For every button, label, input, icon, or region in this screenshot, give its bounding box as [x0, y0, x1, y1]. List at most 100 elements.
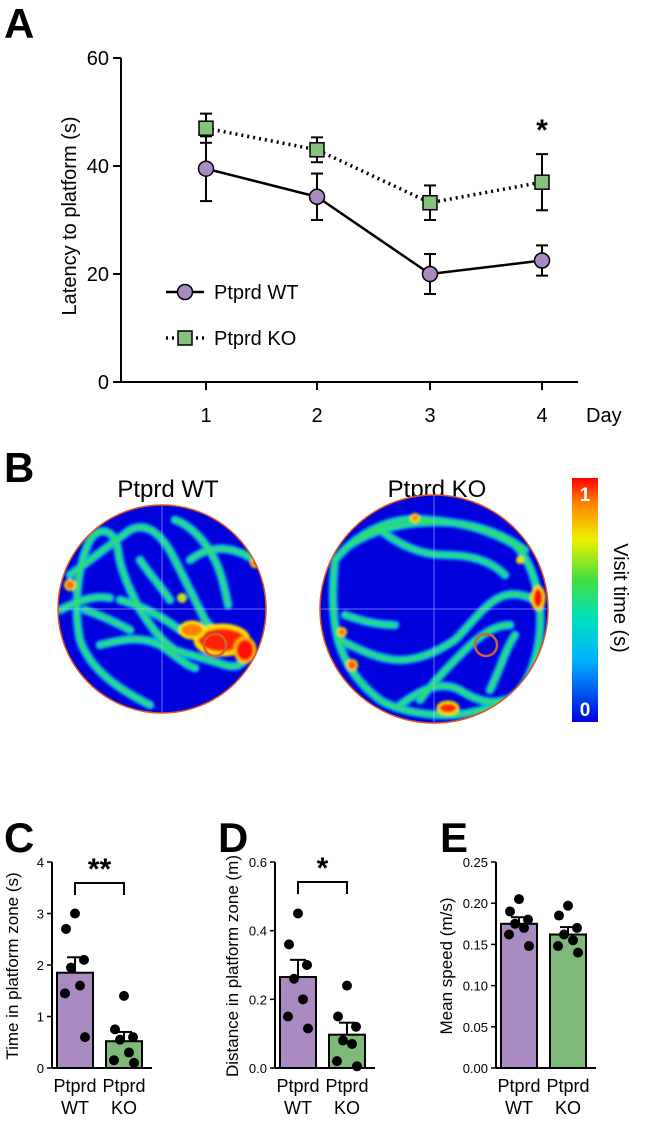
- colorbar: 1 0 Visit time (s): [572, 478, 631, 722]
- a-data-point-ko: [309, 142, 325, 158]
- d-y-axis-title: Distance in platform zone (m): [223, 855, 242, 1077]
- c-bar-wt: [56, 971, 94, 1069]
- e-data-point-wt: [524, 941, 534, 952]
- colorbar-gradient: [572, 478, 598, 722]
- a-x-tick-label: 2: [311, 405, 322, 427]
- platform-marker-ko: [473, 632, 499, 658]
- c-y-tick-label: 1: [37, 1010, 44, 1025]
- d-significance-bracket: [297, 881, 348, 894]
- a-data-point-wt: [421, 265, 439, 283]
- e-data-point-ko: [572, 922, 582, 933]
- panel-label-b: B: [4, 444, 34, 491]
- legend-ko-label: Ptprd KO: [214, 328, 296, 350]
- d-x-label-line1: Ptprd: [325, 1076, 368, 1096]
- e-y-tick-label: 0.25: [463, 855, 488, 870]
- c-data-point-wt: [80, 1032, 90, 1043]
- a-data-point-ko: [422, 194, 438, 211]
- c-y-tick-label: 3: [37, 907, 44, 922]
- c-data-point-ko: [119, 990, 129, 1001]
- e-data-point-ko: [553, 941, 563, 952]
- d-significance-label: *: [317, 852, 329, 885]
- e-x-label-line1: Ptprd: [546, 1076, 589, 1096]
- e-x-label-line1: Ptprd: [497, 1076, 540, 1096]
- panel-e-bar-chart: 0.00 0.05 0.10 0.15 0.20 0.25 Mean speed (m/s)…: [437, 855, 596, 1118]
- d-x-label-line1: Ptprd: [276, 1076, 319, 1096]
- d-data-point-wt: [293, 908, 303, 919]
- b-title-wt: Ptprd WT: [117, 476, 219, 503]
- d-data-point-wt: [289, 973, 299, 984]
- e-data-point-ko: [559, 929, 569, 940]
- d-x-label-line2: KO: [334, 1098, 360, 1118]
- heatmap-arena-wt: [57, 504, 267, 714]
- panel-label-d: D: [218, 814, 248, 861]
- c-data-point-wt: [60, 988, 70, 999]
- a-x-tick-label: 3: [424, 405, 435, 427]
- c-x-label-line2: KO: [111, 1098, 137, 1118]
- heatmap-arena-ko: [319, 494, 549, 724]
- c-data-point-ko: [124, 1047, 134, 1058]
- d-data-point-ko: [351, 1021, 361, 1032]
- c-data-point-wt: [75, 980, 85, 991]
- c-data-point-wt: [61, 923, 71, 934]
- a-annotations: *: [536, 114, 548, 147]
- panel-label-c: C: [4, 814, 34, 861]
- d-data-point-wt: [298, 994, 308, 1005]
- a-series-line-ko: [205, 126, 543, 205]
- d-y-tick-label: 0.2: [249, 992, 267, 1007]
- e-x-label-line2: WT: [505, 1098, 533, 1118]
- a-data-point-wt: [197, 160, 215, 177]
- e-data-point-wt: [504, 929, 514, 940]
- c-significance-label: **: [88, 853, 112, 886]
- e-data-point-ko: [563, 900, 573, 911]
- d-data-point-ko: [338, 1035, 348, 1046]
- a-data-point-ko: [534, 174, 550, 190]
- c-data-point-wt: [66, 962, 76, 973]
- e-data-point-wt: [523, 914, 533, 925]
- a-significance-star: *: [536, 114, 548, 147]
- c-x-label-line1: Ptprd: [53, 1076, 96, 1096]
- c-data-point-ko: [110, 1024, 120, 1035]
- d-data-point-ko: [342, 980, 352, 991]
- e-x-label-line2: KO: [555, 1098, 581, 1118]
- d-data-point-wt: [303, 1023, 313, 1034]
- e-y-tick-label: 0.05: [463, 1020, 488, 1035]
- d-data-point-wt: [302, 960, 312, 970]
- e-y-tick-label: 0.15: [463, 937, 488, 952]
- e-data-point-ko: [554, 910, 564, 921]
- panel-d-bar-chart: 0.0 0.2 0.4 0.6 Distance in platform zone (m…: [223, 852, 375, 1118]
- d-bar-wt: [279, 976, 317, 1069]
- c-data-point-wt: [70, 908, 80, 919]
- d-y-tick-label: 0.6: [249, 855, 267, 870]
- a-legend: Ptprd WT Ptprd KO: [166, 282, 298, 350]
- a-x-ticks: 1 2 3 4: [200, 382, 548, 427]
- panel-b-heatmaps: Ptprd WT Ptprd KO: [57, 476, 631, 724]
- a-data-point-ko: [198, 120, 214, 136]
- c-y-tick-label: 0: [37, 1061, 44, 1076]
- e-y-tick-label: 0.00: [463, 1061, 488, 1076]
- a-y-tick-label: 40: [87, 156, 109, 178]
- a-series-group: [197, 112, 551, 295]
- c-significance-bracket: [74, 882, 125, 895]
- a-y-ticks: 0 20 40 60: [87, 48, 121, 394]
- d-data-point-ko: [347, 1038, 357, 1049]
- e-y-tick-label: 0.20: [463, 896, 488, 911]
- e-data-point-wt: [514, 894, 524, 905]
- colorbar-title: Visit time (s): [609, 543, 631, 653]
- c-data-point-ko: [115, 1034, 125, 1045]
- colorbar-min-label: 0: [580, 700, 591, 721]
- c-data-point-wt: [79, 954, 89, 965]
- c-y-tick-label: 2: [37, 958, 44, 973]
- a-y-tick-label: 20: [87, 264, 109, 286]
- c-data-point-ko: [128, 1032, 138, 1043]
- a-y-tick-label: 60: [87, 48, 109, 70]
- c-x-label-line2: WT: [61, 1098, 89, 1118]
- panel-a-line-chart: 0 20 40 60 1 2 3 4 Day Latency to platform (s)…: [59, 48, 622, 427]
- d-data-point-ko: [352, 1061, 362, 1072]
- c-data-point-ko: [109, 1055, 119, 1066]
- d-x-label-line2: WT: [284, 1098, 312, 1118]
- a-data-point-wt: [533, 252, 551, 269]
- c-data-point-ko: [129, 1057, 139, 1068]
- a-x-tick-label: 4: [536, 405, 547, 427]
